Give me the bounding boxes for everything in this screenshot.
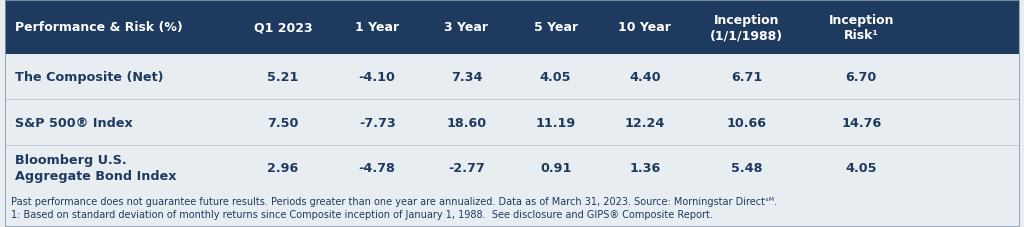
Text: Inception
Risk¹: Inception Risk¹ bbox=[828, 14, 894, 42]
Text: 10.66: 10.66 bbox=[727, 116, 767, 129]
Text: 4.05: 4.05 bbox=[540, 71, 571, 84]
Text: 14.76: 14.76 bbox=[841, 116, 882, 129]
Text: Bloomberg U.S.
Aggregate Bond Index: Bloomberg U.S. Aggregate Bond Index bbox=[15, 154, 177, 182]
FancyBboxPatch shape bbox=[5, 1, 1019, 54]
Text: -2.77: -2.77 bbox=[449, 161, 484, 175]
Text: -7.73: -7.73 bbox=[358, 116, 395, 129]
Text: 7.34: 7.34 bbox=[451, 71, 482, 84]
Text: 0.91: 0.91 bbox=[540, 161, 571, 175]
Text: 12.24: 12.24 bbox=[625, 116, 665, 129]
Text: 11.19: 11.19 bbox=[536, 116, 575, 129]
Text: S&P 500® Index: S&P 500® Index bbox=[15, 116, 133, 129]
Text: 6.71: 6.71 bbox=[731, 71, 762, 84]
Text: -4.78: -4.78 bbox=[358, 161, 395, 175]
Text: 6.70: 6.70 bbox=[846, 71, 877, 84]
Text: 4.05: 4.05 bbox=[846, 161, 877, 175]
Text: 5.21: 5.21 bbox=[267, 71, 299, 84]
Text: Q1 2023: Q1 2023 bbox=[254, 21, 312, 34]
Text: 3 Year: 3 Year bbox=[444, 21, 488, 34]
Text: 1.36: 1.36 bbox=[629, 161, 660, 175]
Text: -4.10: -4.10 bbox=[358, 71, 395, 84]
Text: The Composite (Net): The Composite (Net) bbox=[15, 71, 164, 84]
Text: 2.96: 2.96 bbox=[267, 161, 299, 175]
Text: Inception
(1/1/1988): Inception (1/1/1988) bbox=[710, 14, 783, 42]
Text: 4.40: 4.40 bbox=[629, 71, 660, 84]
Text: 5 Year: 5 Year bbox=[534, 21, 578, 34]
Text: 1 Year: 1 Year bbox=[355, 21, 399, 34]
Text: 7.50: 7.50 bbox=[267, 116, 299, 129]
Text: 10 Year: 10 Year bbox=[618, 21, 672, 34]
FancyBboxPatch shape bbox=[5, 54, 1019, 191]
Text: 5.48: 5.48 bbox=[731, 161, 763, 175]
Text: 18.60: 18.60 bbox=[446, 116, 486, 129]
Text: Performance & Risk (%): Performance & Risk (%) bbox=[15, 21, 183, 34]
Text: Past performance does not guarantee future results. Periods greater than one yea: Past performance does not guarantee futu… bbox=[11, 196, 777, 219]
